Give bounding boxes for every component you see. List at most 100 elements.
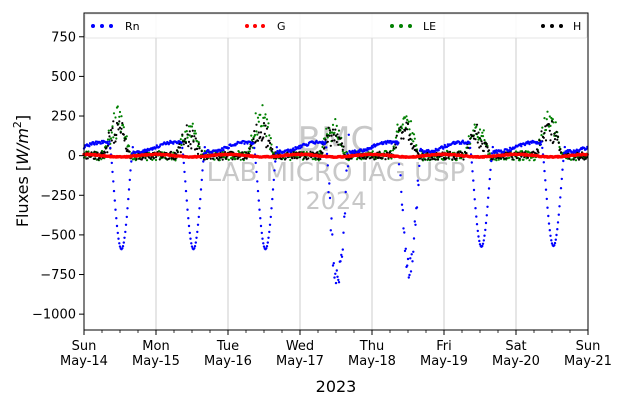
point-rn: [88, 145, 91, 148]
point-h: [105, 146, 108, 149]
point-le: [111, 125, 114, 128]
legend-marker-le: [390, 24, 394, 28]
point-h: [374, 156, 377, 159]
point-le: [122, 126, 125, 129]
point-rn: [334, 272, 337, 275]
point-rn: [198, 207, 201, 210]
point-h: [472, 135, 475, 138]
point-h: [421, 158, 424, 161]
point-rn: [562, 152, 566, 155]
point-rn: [193, 247, 196, 250]
point-rn: [196, 223, 200, 226]
point-rn: [437, 149, 440, 152]
point-h: [427, 157, 430, 160]
point-h: [486, 146, 489, 149]
point-rn: [490, 152, 494, 155]
point-rn: [559, 196, 562, 199]
point-h: [209, 157, 212, 160]
point-h: [406, 128, 409, 131]
point-h: [193, 135, 196, 138]
point-rn: [115, 224, 119, 228]
legend-label-g: G: [277, 20, 286, 33]
point-rn: [402, 227, 405, 230]
point-rn: [266, 241, 269, 244]
y-axis-title-unit: W/m: [13, 128, 32, 165]
point-h: [245, 157, 248, 160]
point-le: [186, 136, 189, 139]
point-rn: [550, 242, 554, 245]
point-h: [112, 141, 116, 144]
point-rn: [528, 142, 531, 146]
point-le: [403, 116, 407, 119]
point-h: [474, 138, 477, 141]
point-h: [577, 158, 581, 161]
point-h: [123, 139, 126, 142]
point-le: [127, 145, 131, 148]
y-tick-label: −500: [40, 228, 76, 243]
point-h: [341, 148, 344, 151]
point-le: [239, 158, 242, 161]
point-le: [411, 132, 414, 135]
point-h: [187, 145, 190, 148]
point-rn: [259, 224, 263, 228]
point-rn: [416, 179, 419, 182]
point-le: [551, 118, 554, 121]
legend-marker-rn: [109, 24, 113, 28]
point-rn: [400, 190, 403, 194]
point-rn: [499, 149, 503, 152]
point-h: [511, 158, 515, 161]
point-rn: [561, 168, 564, 171]
point-rn: [544, 188, 548, 191]
point-le: [269, 137, 272, 140]
point-h: [257, 131, 260, 134]
point-h: [436, 158, 440, 161]
point-h: [109, 129, 113, 132]
point-h: [248, 147, 251, 150]
point-h: [190, 135, 194, 138]
point-rn: [256, 189, 260, 193]
point-h: [526, 156, 530, 159]
point-rn: [188, 231, 191, 235]
point-h: [473, 129, 476, 133]
point-rn: [265, 245, 269, 248]
point-h: [183, 140, 186, 143]
point-rn: [557, 213, 560, 216]
point-le: [265, 135, 268, 138]
point-rn: [127, 188, 131, 191]
point-rn: [261, 237, 264, 240]
point-le: [475, 125, 478, 128]
point-rn: [331, 264, 335, 267]
point-h: [149, 157, 152, 160]
legend-label-h: H: [573, 20, 581, 33]
point-rn: [482, 239, 485, 242]
point-h: [112, 120, 115, 123]
point-h: [152, 156, 155, 160]
point-rn: [256, 180, 259, 183]
point-h: [178, 146, 182, 149]
point-le: [256, 116, 260, 119]
point-rn: [193, 245, 197, 248]
point-h: [554, 134, 557, 137]
point-rn: [199, 197, 202, 201]
x-tick-label-date: May-19: [420, 354, 468, 369]
point-rn: [108, 140, 111, 143]
legend-marker-h: [550, 24, 554, 28]
point-le: [545, 118, 548, 121]
point-h: [190, 147, 193, 150]
point-rn: [476, 229, 479, 233]
point-h: [107, 131, 110, 134]
point-rn: [114, 208, 117, 211]
point-h: [327, 126, 330, 129]
point-rn: [484, 228, 487, 232]
point-h: [332, 133, 335, 136]
point-rn: [341, 248, 344, 251]
point-rn: [334, 281, 338, 285]
point-rn: [410, 253, 413, 256]
point-rn: [346, 165, 350, 168]
legend-item-le: LE: [390, 20, 436, 33]
point-rn: [292, 147, 295, 150]
point-h: [168, 157, 171, 160]
point-le: [482, 129, 485, 132]
point-rn: [484, 221, 488, 225]
point-rn: [300, 146, 303, 149]
